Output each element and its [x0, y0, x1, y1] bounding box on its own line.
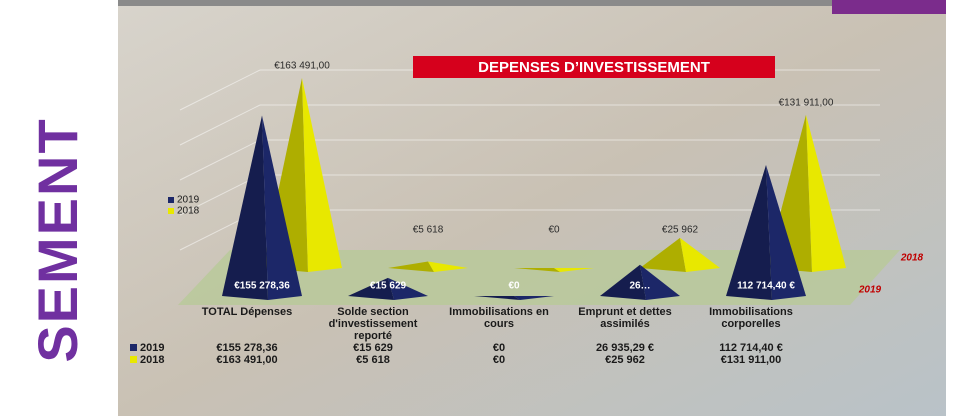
legend-label: 2018 — [177, 206, 200, 217]
data-label: €163 491,00 — [274, 61, 330, 72]
table-cell: Solde section d'investissement reporté — [310, 306, 436, 342]
table-cell: Immobilisations en cours — [436, 306, 562, 342]
table-cell: €131 911,00 — [688, 354, 814, 366]
table-cell: Emprunt et dettes assimilés — [562, 306, 688, 342]
table-cell: 2018 — [128, 354, 184, 366]
table-cell: TOTAL Dépenses — [184, 306, 310, 342]
table-cell: €155 278,36 — [184, 342, 310, 354]
legend-swatch — [168, 208, 174, 214]
table-swatch — [130, 356, 137, 363]
table-cell: 112 714,40 € — [688, 342, 814, 354]
data-label: €0 — [508, 281, 520, 292]
table-cell: €25 962 — [562, 354, 688, 366]
data-label: €131 911,00 — [779, 97, 834, 108]
legend-label: 2019 — [177, 195, 200, 206]
right-margin — [946, 0, 954, 416]
legend-swatch — [168, 197, 174, 203]
data-label: 112 714,40 € — [737, 281, 795, 292]
table-cell: €0 — [436, 354, 562, 366]
data-label: €0 — [548, 225, 560, 236]
table-cell: 26 935,29 € — [562, 342, 688, 354]
data-label: €155 278,36 — [234, 281, 290, 292]
table-cell: 2019 — [128, 342, 184, 354]
table-cell — [128, 306, 184, 342]
table-cell: €163 491,00 — [184, 354, 310, 366]
corner-bar — [832, 0, 946, 14]
data-label: €15 629 — [370, 281, 407, 292]
table-cell: €5 618 — [310, 354, 436, 366]
slide: SEMENT DEPENSES D’INVESTISSEMENT 2018 €16… — [0, 0, 954, 416]
data-label: €25 962 — [662, 225, 699, 236]
side-title: SEMENT — [26, 117, 89, 362]
table-swatch — [130, 344, 137, 351]
data-label: €5 618 — [413, 225, 444, 236]
top-strip — [118, 0, 946, 6]
table-cell: €15 629 — [310, 342, 436, 354]
table-series-name: 2019 — [140, 342, 164, 354]
data-label: 26… — [629, 281, 650, 292]
table-series-name: 2018 — [140, 354, 164, 366]
chart-title: DEPENSES D’INVESTISSEMENT — [478, 59, 710, 76]
table-cell: €0 — [436, 342, 562, 354]
table-row: 2018 €163 491,00€5 618€0€25 962€131 911,0… — [128, 354, 814, 366]
table-cell: Immobilisations corporelles — [688, 306, 814, 342]
depth-label: 2019 — [858, 285, 882, 296]
depth-label: 2018 — [900, 253, 924, 264]
